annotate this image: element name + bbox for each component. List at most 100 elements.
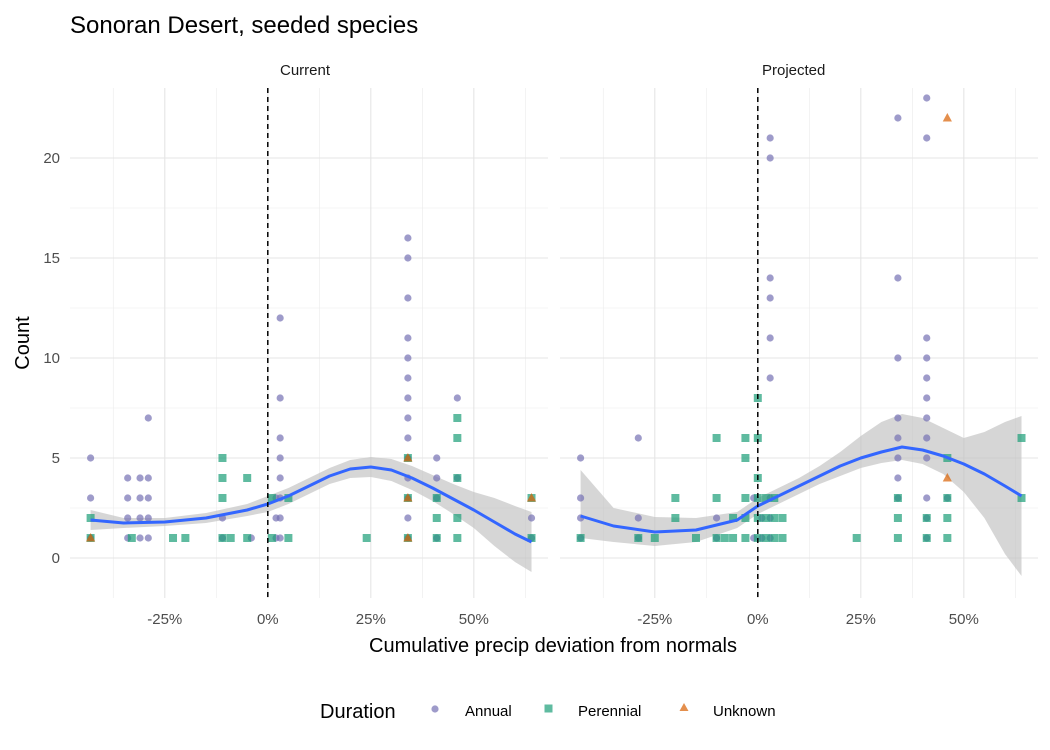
- current-point-annual: [276, 514, 284, 522]
- current-point-annual: [87, 494, 95, 502]
- current-point-annual: [144, 414, 152, 422]
- projected-point-perennial: [778, 514, 787, 522]
- projected-point-perennial: [741, 514, 750, 522]
- projected-point-perennial: [893, 494, 902, 502]
- projected-point-perennial: [893, 534, 902, 542]
- current-point-annual: [404, 414, 412, 422]
- projected-point-perennial: [691, 534, 700, 542]
- projected-point-annual: [766, 334, 774, 342]
- current-point-unknown: [403, 493, 413, 502]
- current-point-annual: [124, 514, 132, 522]
- projected-point-annual: [634, 434, 642, 442]
- current-point-perennial: [267, 534, 276, 542]
- current-point-annual: [144, 534, 152, 542]
- current-smooth-line: [90, 465, 533, 544]
- current-point-perennial: [453, 434, 462, 442]
- projected-point-annual: [577, 494, 585, 502]
- y-tick-label: 0: [52, 550, 60, 567]
- projected-x-tick-label: 50%: [949, 611, 979, 628]
- panel-projected: -25% 0% 25% 50% Projected: [560, 62, 1038, 628]
- projected-point-perennial: [762, 514, 771, 522]
- projected-point-annual: [923, 94, 931, 102]
- projected-point-perennial: [893, 514, 902, 522]
- projected-point-unknown: [942, 473, 952, 482]
- projected-point-perennial: [671, 514, 680, 522]
- projected-point-perennial: [922, 514, 931, 522]
- legend: Duration Annual Perennial Unknown: [320, 701, 776, 723]
- projected-point-perennial: [729, 514, 738, 522]
- projected-point-perennial: [741, 494, 750, 502]
- current-point-perennial: [453, 474, 462, 482]
- y-tick-label: 20: [43, 150, 60, 167]
- projected-point-annual: [923, 494, 931, 502]
- current-point-annual: [136, 494, 144, 502]
- current-x-tick-label: 25%: [356, 611, 386, 628]
- current-point-annual: [404, 434, 412, 442]
- projected-point-annual: [766, 134, 774, 142]
- current-point-annual: [276, 314, 284, 322]
- current-point-perennial: [218, 454, 227, 462]
- current-point-perennial: [432, 514, 441, 522]
- current-point-perennial: [453, 414, 462, 422]
- projected-point-perennial: [712, 494, 721, 502]
- projected-point-perennial: [753, 434, 762, 442]
- current-point-unknown: [526, 493, 537, 502]
- projected-point-annual: [923, 394, 931, 402]
- projected-point-perennial: [720, 534, 729, 542]
- current-point-annual: [144, 514, 152, 522]
- y-axis-label: Count: [12, 316, 34, 370]
- current-confidence-band: [90, 457, 532, 572]
- projected-point-perennial: [1017, 434, 1026, 442]
- current-point-annual: [404, 354, 412, 362]
- current-point-unknown: [403, 453, 413, 462]
- current-point-perennial: [218, 534, 227, 542]
- projected-point-annual: [712, 514, 721, 522]
- legend-title: Duration: [320, 701, 396, 723]
- projected-point-perennial: [770, 534, 779, 542]
- projected-point-perennial: [943, 514, 952, 522]
- legend-item-perennial: Perennial: [544, 703, 641, 720]
- current-point-annual: [404, 334, 412, 342]
- y-tick-label: 10: [43, 350, 60, 367]
- projected-point-perennial: [762, 534, 771, 542]
- legend-label-unknown: Unknown: [713, 703, 776, 720]
- legend-key-perennial: [544, 704, 553, 713]
- projected-point-annual: [577, 454, 585, 462]
- strip-label-current: Current: [280, 62, 331, 79]
- current-x-tick-label: 50%: [459, 611, 489, 628]
- current-point-annual: [136, 474, 144, 482]
- current-point-perennial: [284, 494, 293, 502]
- current-point-perennial: [453, 514, 462, 522]
- y-tick-label: 15: [43, 250, 60, 267]
- legend-key-unknown: [679, 703, 689, 711]
- projected-point-annual: [894, 114, 902, 122]
- current-point-annual: [404, 374, 412, 382]
- current-point-annual: [453, 394, 461, 402]
- projected-point-perennial: [943, 494, 952, 502]
- current-point-annual: [404, 294, 412, 302]
- projected-point-perennial: [650, 534, 659, 542]
- current-point-annual: [144, 494, 152, 502]
- projected-point-annual: [894, 354, 902, 362]
- projected-point-perennial: [852, 534, 861, 542]
- current-point-perennial: [284, 534, 293, 542]
- y-axis-ticks: 0 5 10 15 20: [43, 150, 60, 567]
- x-axis-label: Cumulative precip deviation from normals: [369, 635, 737, 657]
- projected-point-unknown: [942, 113, 952, 122]
- projected-point-annual: [923, 454, 931, 462]
- projected-point-perennial: [770, 514, 779, 522]
- current-point-perennial: [169, 534, 178, 542]
- current-point-annual: [144, 474, 152, 482]
- current-point-annual: [404, 514, 412, 522]
- chart-title: Sonoran Desert, seeded species: [70, 12, 418, 39]
- projected-point-perennial: [634, 534, 643, 542]
- projected-point-annual: [923, 414, 931, 422]
- current-point-annual: [404, 394, 412, 402]
- current-point-perennial: [181, 534, 190, 542]
- current-point-annual: [527, 514, 536, 522]
- current-point-annual: [404, 234, 412, 242]
- current-point-annual: [87, 454, 95, 462]
- projected-point-perennial: [943, 534, 952, 542]
- current-point-annual: [433, 474, 441, 482]
- legend-item-unknown: Unknown: [679, 703, 776, 720]
